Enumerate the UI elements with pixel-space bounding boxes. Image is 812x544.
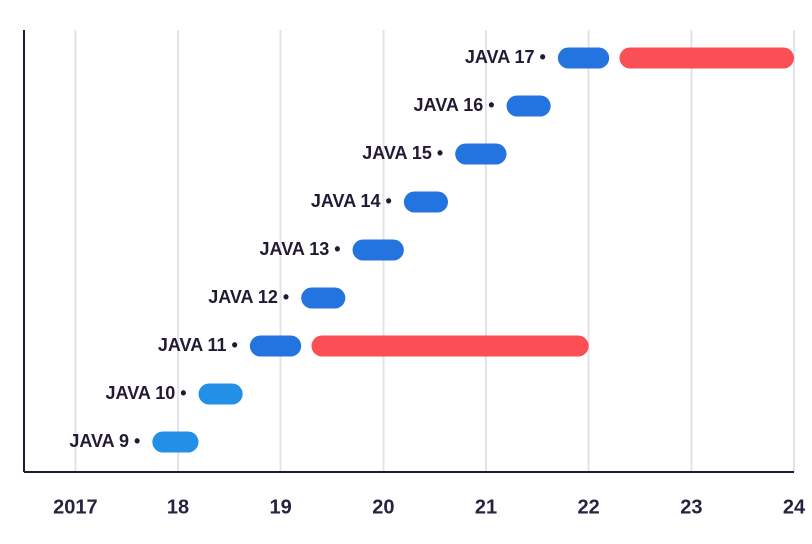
row-label: JAVA 17 • [465,47,546,67]
x-tick-label: 23 [680,497,702,519]
timeline-bar [619,48,794,69]
row-label: JAVA 16 • [414,95,495,115]
row-label: JAVA 15 • [362,143,443,163]
row-label: JAVA 13 • [260,239,341,259]
timeline-bar [250,336,301,357]
timeline-bar [404,192,448,213]
row-label: JAVA 9 • [69,431,140,451]
x-tick-label: 20 [372,497,394,519]
x-tick-label: 18 [167,497,189,519]
timeline-bar [311,336,588,357]
row-label: JAVA 10 • [106,383,187,403]
timeline-bar [301,288,345,309]
timeline-bar [507,96,551,117]
x-tick-label: 21 [475,497,497,519]
timeline-bar [558,48,609,69]
timeline-bar [353,240,404,261]
row-label: JAVA 12 • [208,287,289,307]
x-tick-label: 22 [578,497,600,519]
timeline-bar [455,144,506,165]
chart-background [0,0,812,544]
timeline-bar [199,384,243,405]
row-label: JAVA 14 • [311,191,392,211]
x-tick-label: 24 [783,497,806,519]
x-tick-label: 19 [270,497,292,519]
timeline-chart: 2017 18 19 20 21 22 23 24 JAVA 9 • JAVA 10 • JAVA … [0,0,812,544]
row-label: JAVA 11 • [158,335,238,355]
timeline-bar [152,432,198,453]
x-tick-label: 2017 [53,497,98,519]
